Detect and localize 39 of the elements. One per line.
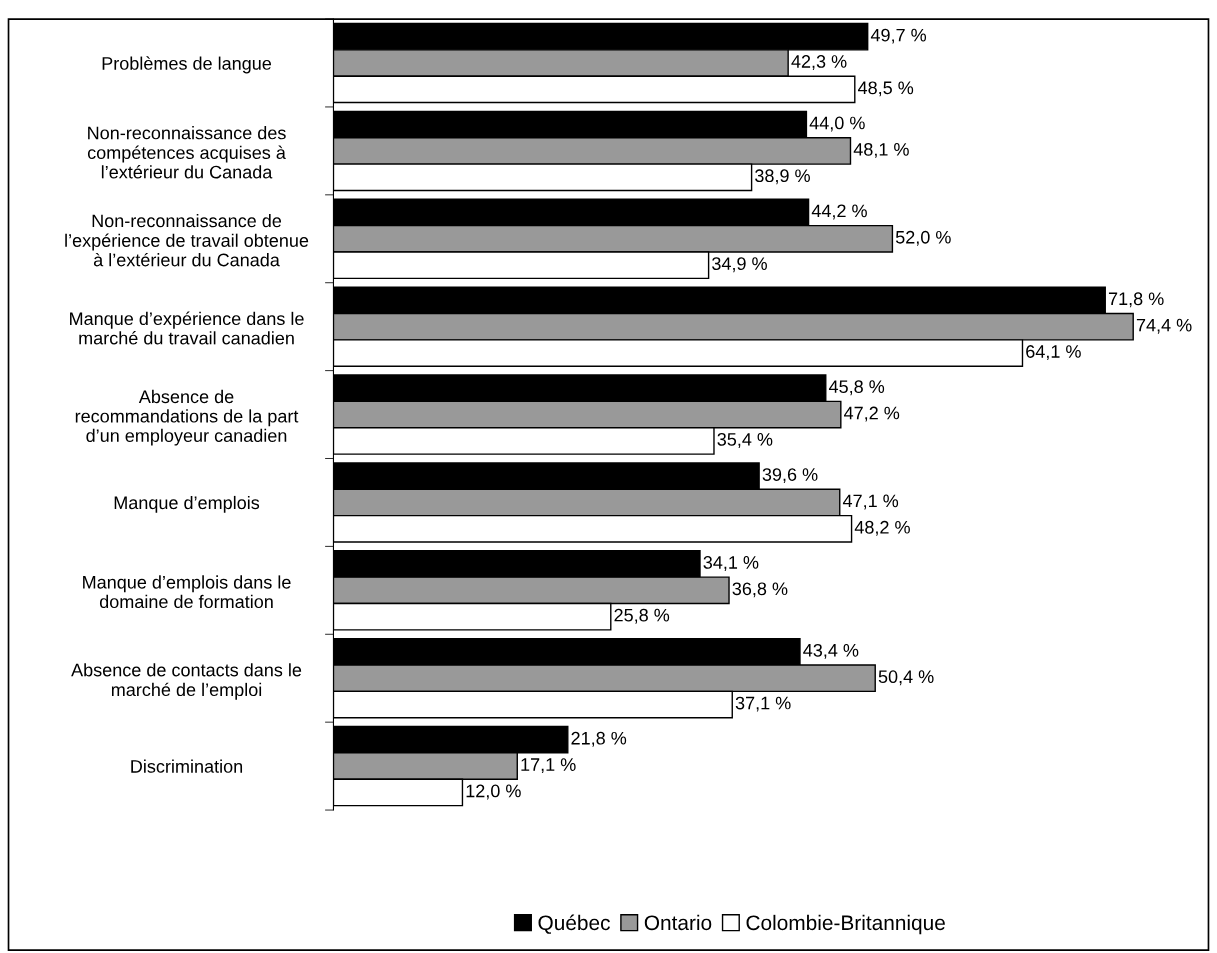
data-label: 39,6 %: [762, 468, 818, 484]
data-label: 38,9 %: [755, 169, 810, 185]
data-label: 37,1 %: [735, 696, 791, 712]
data-label: 50,4 %: [878, 670, 934, 686]
data-label: 45,8 %: [828, 380, 885, 396]
data-label: 25,8 %: [614, 608, 670, 624]
legend-label: Ontario: [644, 914, 712, 931]
data-label: 49,7 %: [870, 28, 927, 44]
data-label: 36,8 %: [732, 582, 788, 598]
data-label: 17,1 %: [521, 758, 576, 774]
data-label: 74,4 %: [1136, 318, 1192, 334]
y-tick-label: Manque d’emplois: [114, 495, 260, 513]
y-tick-label: Absence de contacts dans le marché de l’emploi: [71, 663, 302, 700]
y-tick-label: Manque d’expérience dans le marché du travail canadien: [70, 311, 304, 345]
data-label: 47,2 %: [844, 406, 900, 422]
y-tick-label: Problèmes de langue: [102, 56, 272, 74]
data-label: 12,0 %: [466, 784, 521, 800]
legend-label: Québec: [538, 914, 610, 934]
data-label: 48,5 %: [857, 81, 914, 97]
data-label: 48,1 %: [853, 142, 909, 158]
data-label: 47,1 %: [842, 494, 899, 510]
data-label: 44,0 %: [809, 116, 865, 132]
legend-label: Colombie-Britannique: [746, 914, 945, 935]
y-tick-label: Absence de recommandations de la part d’un employeur canadien: [75, 389, 299, 446]
data-label: 21,8 %: [571, 731, 627, 747]
y-tick-label: Discrimination: [131, 759, 243, 773]
y-tick-label: Manque d’emplois dans le domaine de formation: [83, 575, 291, 609]
data-label: 34,9 %: [712, 257, 767, 273]
data-label: 71,8 %: [1108, 292, 1164, 308]
data-label: 42,3 %: [791, 55, 847, 70]
data-label: 43,4 %: [803, 643, 859, 659]
data-label: 52,0 %: [895, 230, 951, 246]
y-tick-label: Non-reconnaissance des compétences acquises à l’extérieur du Canada: [87, 126, 286, 179]
y-tick-label: Non-reconnaissance de l’expérience de travail obtenue à l’extérieur du Canada: [65, 213, 309, 267]
data-label: 44,2 %: [811, 204, 867, 220]
data-label: 48,2 %: [854, 520, 910, 536]
data-label: 64,1 %: [1026, 345, 1081, 361]
data-label: 35,4 %: [717, 432, 773, 448]
data-label: 34,1 %: [703, 556, 759, 571]
